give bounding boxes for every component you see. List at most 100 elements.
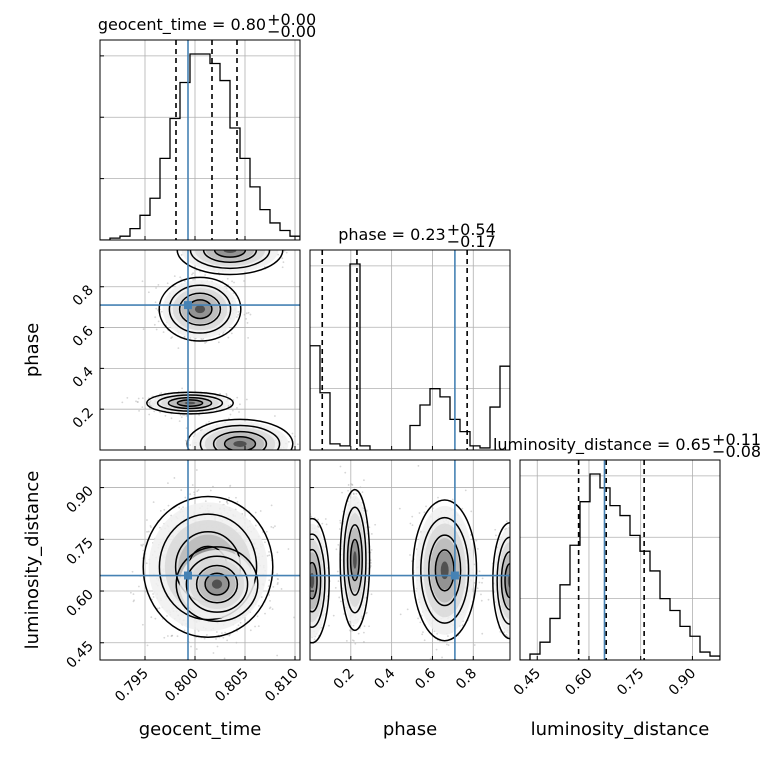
- sample-point: [192, 279, 195, 281]
- sample-point: [232, 451, 234, 453]
- sample-point: [146, 530, 148, 533]
- sample-point: [217, 465, 219, 467]
- sample-point: [170, 417, 173, 420]
- sample-point: [271, 608, 274, 611]
- sample-point: [222, 636, 225, 639]
- sample-point: [287, 548, 290, 550]
- sample-point: [132, 593, 135, 596]
- sample-point: [199, 234, 201, 236]
- sample-point: [237, 244, 239, 246]
- sample-point: [209, 457, 211, 459]
- sample-point: [260, 596, 263, 598]
- title-lower-error: −0.08: [712, 442, 760, 461]
- sample-point: [240, 244, 242, 246]
- sample-point: [213, 453, 215, 455]
- sample-point: [230, 243, 232, 245]
- title-upper-error: +0.11: [712, 430, 760, 449]
- sample-point: [249, 245, 251, 247]
- sample-point: [235, 316, 238, 318]
- sample-point: [253, 462, 255, 464]
- sample-point: [214, 237, 216, 239]
- sample-point: [135, 400, 137, 403]
- sample-point: [250, 462, 252, 464]
- sample-point: [277, 253, 279, 256]
- sample-point: [255, 451, 257, 453]
- title-lower-error: −0.00: [267, 22, 316, 41]
- sample-point: [247, 237, 249, 239]
- contour: [223, 435, 257, 450]
- sample-point: [193, 491, 196, 494]
- sample-point: [262, 236, 264, 238]
- sample-point: [233, 236, 235, 238]
- sample-point: [226, 639, 229, 642]
- sample-point: [233, 454, 235, 456]
- sample-point: [147, 291, 150, 294]
- sample-point: [223, 237, 225, 239]
- sample-point: [213, 242, 215, 244]
- sample-point: [256, 244, 258, 246]
- sample-point: [152, 501, 155, 504]
- sample-point: [253, 232, 255, 234]
- sample-point: [261, 454, 263, 456]
- sample-point: [234, 452, 236, 454]
- density-level: [233, 440, 247, 447]
- sample-point: [294, 435, 296, 438]
- sample-point: [226, 242, 228, 244]
- sample-point: [264, 245, 266, 247]
- histogram-title: phase = 0.23: [338, 225, 445, 244]
- sample-point: [229, 451, 231, 453]
- density-level: [223, 250, 237, 254]
- sample-point: [286, 454, 288, 456]
- sample-point: [225, 243, 227, 245]
- sample-point: [211, 246, 213, 248]
- sample-point: [215, 631, 218, 633]
- density-level: [215, 250, 245, 257]
- sample-point: [243, 465, 245, 467]
- sample-point: [205, 341, 208, 343]
- sample-point: [178, 506, 181, 509]
- sample-point: [230, 242, 232, 244]
- sample-point: [229, 413, 232, 416]
- sample-point: [180, 416, 183, 419]
- sample-point: [160, 392, 163, 394]
- sample-point: [158, 526, 161, 529]
- sample-point: [248, 236, 250, 238]
- sample-point: [262, 451, 264, 453]
- sample-point: [221, 454, 223, 456]
- sample-point: [218, 501, 221, 503]
- sample-point: [199, 248, 201, 250]
- sample-point: [244, 619, 246, 621]
- sample-point: [184, 496, 187, 499]
- sample-point: [234, 453, 236, 455]
- sample-point: [142, 543, 144, 546]
- sample-point: [230, 457, 232, 459]
- sample-point: [243, 469, 245, 471]
- sample-point: [249, 313, 252, 316]
- sample-point: [257, 625, 260, 628]
- sample-point: [189, 248, 191, 250]
- sample-point: [160, 310, 163, 313]
- sample-point: [177, 242, 179, 244]
- sample-point: [248, 457, 250, 459]
- sample-point: [229, 403, 232, 406]
- sample-point: [217, 341, 220, 344]
- sample-point: [238, 452, 240, 454]
- contour: [176, 399, 204, 407]
- contour: [146, 391, 234, 415]
- sample-point: [220, 231, 222, 233]
- sample-point: [222, 464, 224, 466]
- contour: [168, 284, 232, 334]
- sample-point: [240, 451, 242, 453]
- title-lower-error: −0.17: [447, 232, 496, 251]
- sample-point: [228, 235, 230, 237]
- sample-point: [227, 417, 230, 420]
- histogram-step: [520, 473, 720, 660]
- sample-point: [247, 237, 249, 239]
- hist-luminosity_distance: luminosity_distance = 0.65 +0.11−0.08: [493, 430, 760, 661]
- sample-point: [244, 244, 246, 246]
- sample-point: [227, 452, 229, 454]
- sample-point: [240, 247, 242, 249]
- sample-point: [263, 245, 265, 247]
- sample-point: [153, 410, 156, 413]
- sample-point: [244, 453, 246, 455]
